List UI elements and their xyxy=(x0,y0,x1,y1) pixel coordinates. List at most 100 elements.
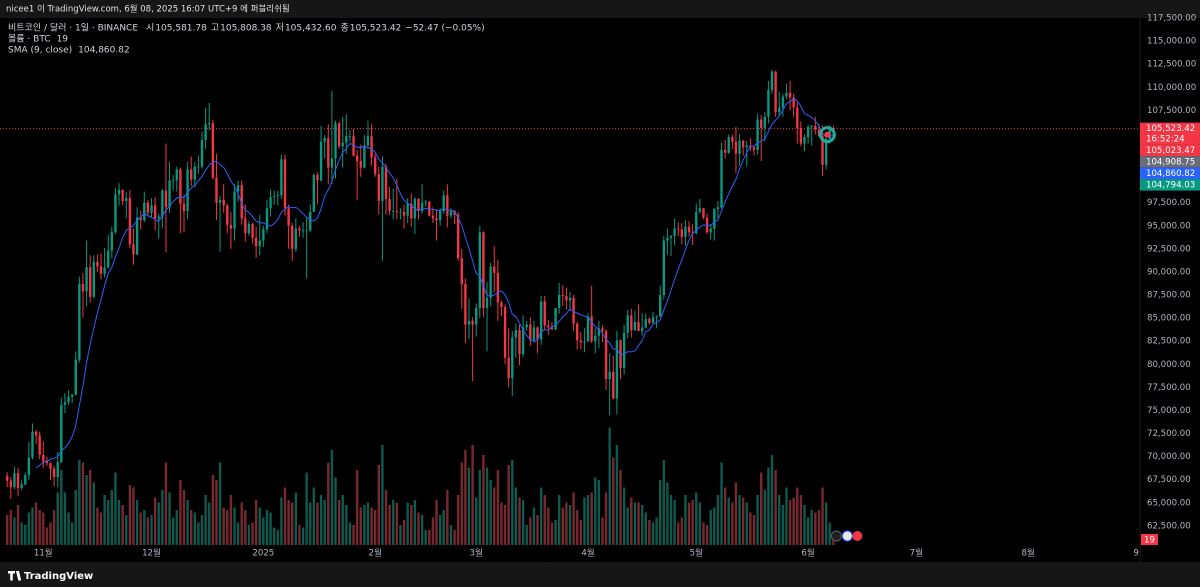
legend-sma-value: 104,860.82 xyxy=(78,46,130,56)
plot-area xyxy=(0,69,1140,545)
price-tag-label: 104,908.75 xyxy=(1146,157,1195,167)
candle-body xyxy=(803,137,806,144)
candle-body xyxy=(406,203,409,216)
candle-body xyxy=(395,211,399,212)
volume-bar xyxy=(420,515,424,545)
volume-bar xyxy=(193,512,197,545)
candle-body xyxy=(525,324,528,328)
candle-body xyxy=(684,226,687,237)
candle-body xyxy=(716,207,720,210)
volume-bar xyxy=(453,530,456,545)
candle-body xyxy=(806,126,810,138)
x-tick-label: 12월 xyxy=(142,547,161,559)
y-tick-label: 112,500.00 xyxy=(1147,60,1196,70)
candle-body xyxy=(500,302,503,308)
candle-body xyxy=(550,327,554,330)
candle-body xyxy=(49,463,52,469)
candle-body xyxy=(832,128,835,129)
volume-bar xyxy=(557,495,561,545)
volume-bar xyxy=(521,500,525,545)
volume-bar xyxy=(294,492,298,545)
volume-bar xyxy=(301,527,305,545)
legend-symbol: 비트코인 / 달러 · 1일 · BINANCE xyxy=(8,22,138,34)
candle-body xyxy=(139,217,142,221)
candle-body xyxy=(590,316,593,342)
volume-bar xyxy=(74,490,77,545)
candle-body xyxy=(31,431,34,458)
candle-body xyxy=(410,203,413,219)
volume-bar xyxy=(49,522,52,545)
candle-body xyxy=(171,180,175,182)
volume-bar xyxy=(34,502,38,545)
volume-bar xyxy=(179,480,182,545)
volume-bar xyxy=(197,522,200,545)
volume-bar xyxy=(413,500,417,545)
candle-body xyxy=(543,301,546,326)
candle-body xyxy=(218,199,222,203)
candle-body xyxy=(370,136,373,158)
candle-body xyxy=(557,295,561,308)
volume-bar xyxy=(576,510,579,545)
candle-body xyxy=(121,189,124,201)
candle-body xyxy=(341,142,344,147)
candle-body xyxy=(402,211,406,216)
y-tick-label: 115,000.00 xyxy=(1147,37,1196,47)
volume-bar xyxy=(705,525,709,545)
candle-body xyxy=(312,174,316,212)
candle-body xyxy=(651,317,655,323)
candle-body xyxy=(518,330,521,355)
candle-body xyxy=(193,166,197,180)
volume-bar xyxy=(96,507,99,545)
volume-bar xyxy=(741,497,745,545)
volume-bar xyxy=(806,517,810,545)
candle-body xyxy=(74,359,77,395)
candle-body xyxy=(146,202,150,213)
candle-body xyxy=(785,92,788,97)
volume-bar xyxy=(309,502,312,545)
candle-body xyxy=(583,341,586,343)
volume-bar xyxy=(85,475,88,545)
candle-body xyxy=(814,126,817,130)
candle-body xyxy=(276,195,279,197)
volume-bar xyxy=(435,500,438,545)
volume-bar xyxy=(655,517,658,545)
candle-body xyxy=(175,169,178,181)
candle-body xyxy=(211,123,215,178)
candle-body xyxy=(114,194,117,233)
volume-bar xyxy=(731,502,734,545)
legend-ohlc-key: 시 xyxy=(146,23,154,34)
candle-body xyxy=(38,435,41,455)
volume-bar xyxy=(204,495,207,545)
y-tick-label: 92,500.00 xyxy=(1147,244,1191,254)
volume-bar xyxy=(345,505,348,545)
candle-body xyxy=(70,394,74,397)
volume-bar xyxy=(341,495,344,545)
volume-bar xyxy=(63,492,67,545)
candle-body xyxy=(799,127,803,144)
candle-body xyxy=(723,150,727,153)
volume-bar xyxy=(337,500,341,545)
volume-bar xyxy=(449,525,453,545)
candle-body xyxy=(153,205,157,219)
volume-bar xyxy=(767,467,770,545)
volume-bar xyxy=(648,520,651,545)
candle-body xyxy=(117,189,121,195)
candle-body xyxy=(572,297,575,324)
volume-bar xyxy=(236,522,240,545)
legend-ohlc-key: 저 xyxy=(276,23,284,34)
event-icon xyxy=(841,530,853,542)
volume-bar xyxy=(211,475,215,545)
volume-bar xyxy=(373,510,377,545)
candle-body xyxy=(323,138,326,142)
candle-body xyxy=(20,484,23,489)
volume-bar xyxy=(734,482,738,545)
candle-body xyxy=(377,174,380,201)
candle-body xyxy=(666,237,669,241)
volume-bar xyxy=(518,497,521,545)
volume-bar xyxy=(464,450,467,545)
candle-body xyxy=(431,215,435,219)
candle-body xyxy=(78,283,81,360)
candle-body xyxy=(99,266,103,274)
candle-body xyxy=(305,230,308,232)
legend-ohlc-value: 105,581.78 xyxy=(155,24,207,34)
